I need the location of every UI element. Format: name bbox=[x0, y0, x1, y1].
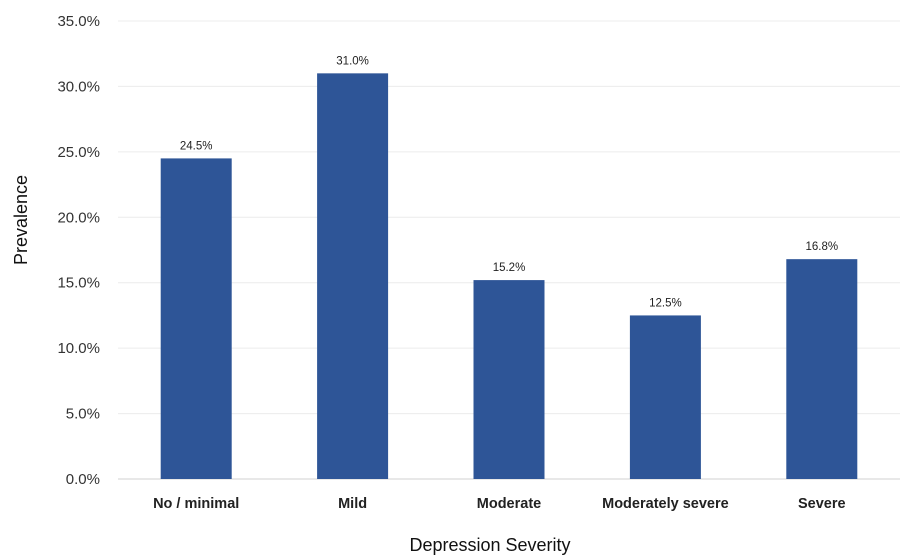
bar bbox=[160, 158, 232, 479]
y-tick-label: 35.0% bbox=[57, 13, 100, 30]
x-axis-title: Depression Severity bbox=[409, 535, 570, 555]
y-tick-label: 15.0% bbox=[57, 275, 100, 292]
x-tick-label: No / minimal bbox=[153, 496, 239, 512]
data-labels: 24.5% 31.0% 15.2% 12.5% 16.8% bbox=[180, 55, 838, 309]
bar bbox=[317, 73, 389, 479]
x-tick-label: Mild bbox=[338, 496, 367, 512]
data-label: 31.0% bbox=[336, 55, 369, 67]
bar bbox=[629, 315, 701, 479]
x-tick-label: Moderately severe bbox=[602, 496, 729, 512]
data-label: 16.8% bbox=[805, 241, 838, 253]
y-tick-label: 25.0% bbox=[57, 144, 100, 161]
y-tick-label: 20.0% bbox=[57, 209, 100, 226]
y-tick-label: 30.0% bbox=[57, 78, 100, 95]
bar bbox=[786, 259, 858, 479]
x-tick-labels: No / minimal Mild Moderate Moderately sever… bbox=[153, 496, 845, 512]
y-tick-label: 0.0% bbox=[66, 471, 100, 488]
data-label: 12.5% bbox=[649, 297, 682, 309]
y-tick-label: 10.0% bbox=[57, 340, 100, 357]
y-tick-label: 5.0% bbox=[66, 406, 100, 423]
y-tick-labels: 0.0% 5.0% 10.0% 15.0% 20.0% 25.0% 30.0% 35.0% bbox=[57, 13, 100, 488]
x-tick-label: Severe bbox=[798, 496, 846, 512]
data-label: 24.5% bbox=[180, 140, 213, 152]
data-label: 15.2% bbox=[493, 262, 526, 274]
x-tick-label: Moderate bbox=[477, 496, 541, 512]
bars bbox=[160, 73, 858, 479]
bar bbox=[473, 280, 545, 479]
y-axis-title: Prevalence bbox=[11, 175, 31, 265]
